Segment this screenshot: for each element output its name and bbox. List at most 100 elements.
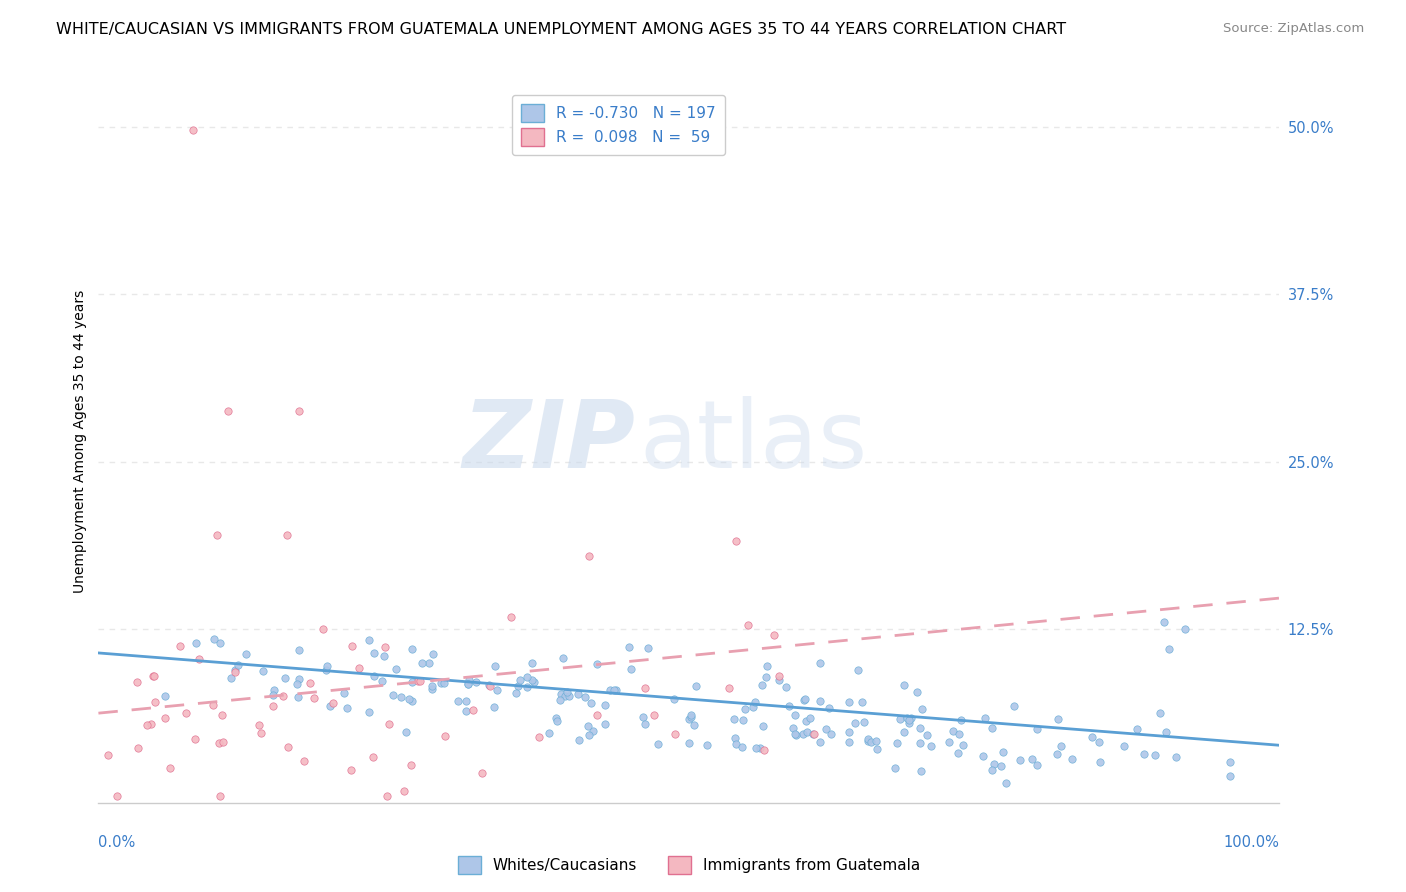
Point xyxy=(846,664,869,678)
Point xyxy=(995,775,1018,789)
Point xyxy=(142,669,165,683)
Point xyxy=(546,714,568,729)
Point xyxy=(408,673,430,688)
Point xyxy=(409,674,432,689)
Point xyxy=(142,669,165,683)
Point xyxy=(420,679,443,693)
Point xyxy=(1050,739,1073,754)
Point xyxy=(886,736,908,750)
Point xyxy=(603,682,626,697)
Point xyxy=(277,740,299,755)
Point xyxy=(141,717,163,731)
Point xyxy=(384,662,406,676)
Point xyxy=(599,682,621,697)
Point xyxy=(1045,747,1067,761)
Point xyxy=(381,688,404,702)
Point xyxy=(544,711,567,725)
Point xyxy=(634,717,657,731)
Point xyxy=(578,549,600,563)
Point xyxy=(752,719,775,733)
Point xyxy=(458,673,481,687)
Point xyxy=(952,738,974,752)
Point xyxy=(202,632,225,647)
Point xyxy=(948,727,970,741)
Legend: Whites/Caucasians, Immigrants from Guatemala: Whites/Caucasians, Immigrants from Guate… xyxy=(451,850,927,880)
Point xyxy=(558,689,581,703)
Point xyxy=(1159,642,1181,657)
Point xyxy=(915,728,938,742)
Point xyxy=(520,673,543,687)
Point xyxy=(898,713,921,727)
Point xyxy=(647,737,669,751)
Point xyxy=(262,688,284,702)
Point xyxy=(522,675,544,690)
Point xyxy=(731,713,754,727)
Point xyxy=(1088,755,1111,769)
Point xyxy=(744,740,766,755)
Text: Source: ZipAtlas.com: Source: ZipAtlas.com xyxy=(1223,22,1364,36)
Point xyxy=(184,636,207,650)
Point xyxy=(457,677,479,691)
Point xyxy=(631,710,654,724)
Point xyxy=(678,736,700,750)
Point xyxy=(181,123,204,137)
Point xyxy=(838,725,860,739)
Point xyxy=(574,690,596,704)
Point xyxy=(808,735,831,749)
Point xyxy=(312,622,335,636)
Point xyxy=(340,639,363,653)
Point xyxy=(1088,734,1111,748)
Point xyxy=(285,677,308,691)
Point xyxy=(456,694,478,708)
Point xyxy=(105,789,128,804)
Point xyxy=(389,690,412,704)
Point xyxy=(484,658,506,673)
Point xyxy=(482,699,505,714)
Point xyxy=(974,711,997,725)
Point xyxy=(578,728,600,742)
Point xyxy=(910,721,932,735)
Point xyxy=(457,676,479,690)
Point xyxy=(696,738,718,752)
Point xyxy=(454,704,477,718)
Point xyxy=(548,693,571,707)
Point xyxy=(430,676,453,690)
Point xyxy=(550,687,572,701)
Point xyxy=(486,683,509,698)
Point xyxy=(1153,615,1175,630)
Point xyxy=(433,676,456,690)
Point xyxy=(125,674,148,689)
Point xyxy=(288,672,311,686)
Point xyxy=(302,691,325,706)
Point xyxy=(681,709,703,723)
Point xyxy=(742,700,765,714)
Point xyxy=(792,727,814,741)
Point xyxy=(515,680,537,694)
Point xyxy=(554,689,576,703)
Point xyxy=(785,727,807,741)
Point xyxy=(287,690,309,704)
Point xyxy=(226,657,249,672)
Point xyxy=(718,681,741,695)
Point xyxy=(205,528,228,542)
Point xyxy=(796,724,818,739)
Point xyxy=(896,711,918,725)
Point xyxy=(981,722,1004,736)
Point xyxy=(619,640,641,655)
Point xyxy=(1047,712,1070,726)
Point xyxy=(374,640,396,655)
Point xyxy=(893,678,915,692)
Point xyxy=(782,721,804,735)
Point xyxy=(235,647,257,661)
Point xyxy=(664,692,686,706)
Point xyxy=(1008,753,1031,767)
Point xyxy=(336,701,359,715)
Point xyxy=(762,628,785,642)
Point xyxy=(678,712,700,726)
Point xyxy=(920,739,942,753)
Point xyxy=(371,674,394,689)
Point xyxy=(298,676,321,690)
Point xyxy=(1156,724,1178,739)
Point xyxy=(581,724,603,739)
Point xyxy=(737,617,759,632)
